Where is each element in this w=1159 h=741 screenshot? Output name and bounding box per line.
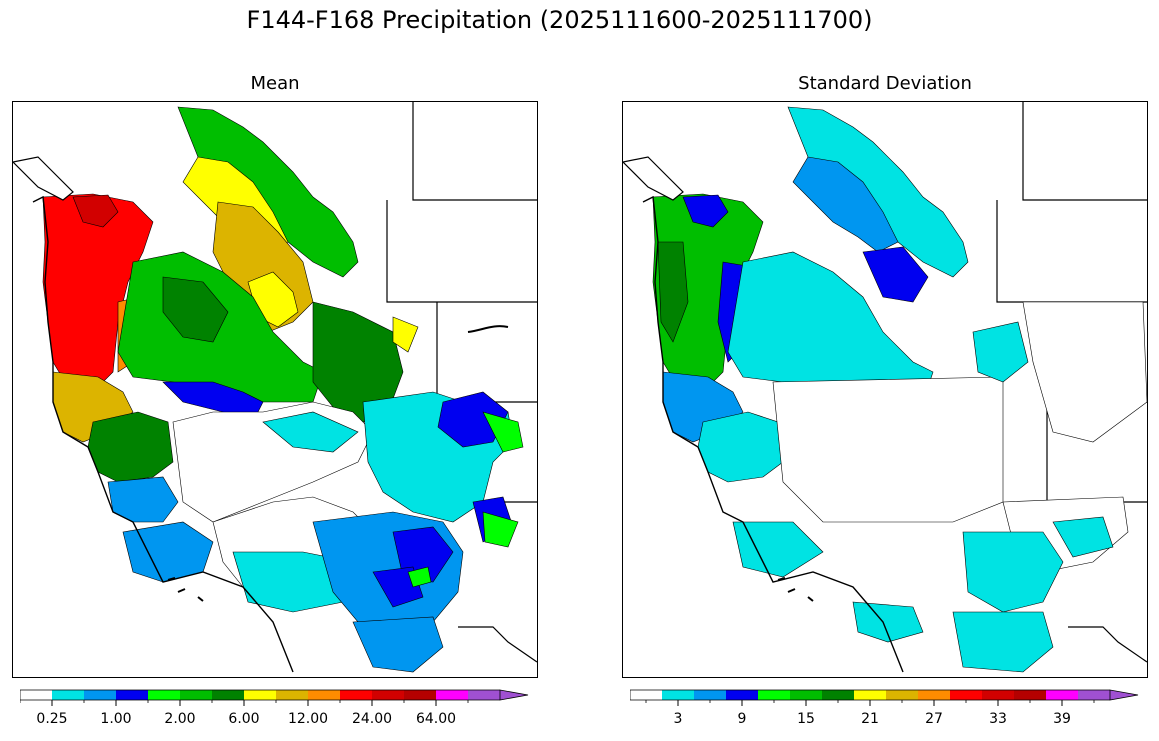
mean-colorbar-segment (52, 690, 85, 700)
basin-coast-darkgreen (657, 241, 689, 343)
basin-nm-cyan (1052, 516, 1114, 558)
channel-islands (167, 577, 204, 602)
sd-colorbar-segment (790, 690, 823, 700)
mean-colorbar-tick-label: 0.25 (36, 711, 68, 727)
mean-colorbar-tick-label: 2.00 (164, 711, 196, 727)
mean-colorbar-segment (372, 690, 405, 700)
sd-colorbar-segment (630, 690, 663, 700)
mean-colorbar-segment (276, 690, 309, 700)
basin-olympic-darkred (72, 194, 119, 228)
sd-colorbar-segment (1014, 690, 1047, 700)
sd-colorbar-segment (694, 690, 727, 700)
sd-colorbar-segment (758, 690, 791, 700)
sd-colorbar-segment (886, 690, 919, 700)
mean-colorbar-tick-label: 24.00 (351, 711, 393, 727)
sd-colorbar-segment (1078, 690, 1110, 700)
sd-colorbar (630, 689, 1139, 706)
basin-colorado-blue (437, 391, 509, 448)
sd-colorbar-segment (950, 690, 983, 700)
vancouver-island (623, 156, 684, 201)
sd-map-svg (623, 102, 1147, 673)
mean-colorbar-segment (404, 690, 437, 700)
mean-colorbar-tick-label: 1.00 (100, 711, 132, 727)
basin-arizona-cyan (962, 531, 1064, 613)
mexico-border-line (458, 626, 537, 663)
mean-colorbar-segment (148, 690, 181, 700)
canada-border-line (412, 102, 537, 201)
sd-panel-title: Standard Deviation (798, 73, 972, 94)
mean-colorbar-tick-label: 6.00 (228, 711, 260, 727)
basin-rockies-darkblue (862, 246, 929, 303)
mean-colorbar-segment (436, 690, 469, 700)
basin-great-basin-white (772, 376, 1004, 523)
basin-northern-california-cyan (697, 411, 784, 483)
mean-colorbar-segment (84, 690, 117, 700)
mean-colorbar-segment (468, 690, 500, 700)
mean-map-svg (13, 102, 537, 673)
sd-colorbar-tick-label: 21 (861, 711, 879, 727)
sd-colorbar-tick-label: 39 (1053, 711, 1071, 727)
state-border-line (996, 200, 1147, 303)
sd-colorbar-tick-label: 3 (673, 711, 683, 727)
sd-colorbar-segment (1046, 690, 1079, 700)
sd-map-panel (622, 101, 1148, 678)
sd-colorbar-segment (854, 690, 887, 700)
mean-colorbar-tick-label: 12.00 (287, 711, 329, 727)
mean-panel-title: Mean (250, 73, 300, 94)
channel-islands (777, 577, 814, 602)
mean-colorbar-tick-label: 64.00 (415, 711, 457, 727)
sd-colorbar-tick-label: 33 (989, 711, 1007, 727)
basin-montana-cyan (972, 321, 1029, 383)
basin-montana-yellow (392, 316, 419, 353)
basin-socal-cyan (852, 601, 924, 643)
basin-gila-cyan (952, 611, 1054, 673)
mean-colorbar-segment (340, 690, 373, 700)
canada-border-line (1022, 102, 1147, 201)
basin-colorado-green (482, 411, 524, 453)
mean-colorbar-segment (212, 690, 245, 700)
coastline (642, 195, 904, 673)
mean-colorbar-outline (20, 689, 500, 701)
mean-colorbar-segment (180, 690, 213, 700)
sd-colorbar-segment (918, 690, 951, 700)
sd-colorbar-extend-arrow (1109, 689, 1139, 701)
sd-colorbar-segment (662, 690, 695, 700)
basin-arizona-green (407, 566, 432, 588)
sd-colorbar-segment (982, 690, 1015, 700)
mean-colorbar-segment (20, 690, 53, 700)
basin-gila-blue (352, 616, 444, 673)
state-border-line (386, 200, 537, 303)
mean-colorbar-segment (244, 690, 277, 700)
sd-colorbar-tick-label: 27 (925, 711, 943, 727)
mean-colorbar-segment (308, 690, 341, 700)
figure-title: F144-F168 Precipitation (2025111600-2025… (246, 6, 873, 34)
sd-colorbar-segment (822, 690, 855, 700)
basin-plains-white (1022, 301, 1147, 443)
basin-olympic-blue (682, 194, 729, 228)
basin-central-coast-cyan (732, 521, 824, 578)
mean-map-panel (12, 101, 538, 678)
sd-colorbar-tick-label: 15 (797, 711, 815, 727)
basin-pacific-coast-red (42, 193, 154, 388)
basin-nm-green (482, 511, 519, 548)
mean-colorbar (20, 689, 529, 706)
lake-line (467, 325, 509, 333)
basin-columbia-darkgreen (162, 276, 229, 343)
mexico-border-line (1068, 626, 1147, 663)
sd-colorbar-segment (726, 690, 759, 700)
mean-colorbar-segment (116, 690, 149, 700)
mean-colorbar-extend-arrow (499, 689, 529, 701)
sd-colorbar-tick-label: 9 (737, 711, 747, 727)
basin-utah-cyan (262, 411, 359, 453)
vancouver-island (13, 156, 74, 201)
basin-northern-california-darkgreen (87, 411, 174, 483)
coastline (32, 195, 294, 673)
